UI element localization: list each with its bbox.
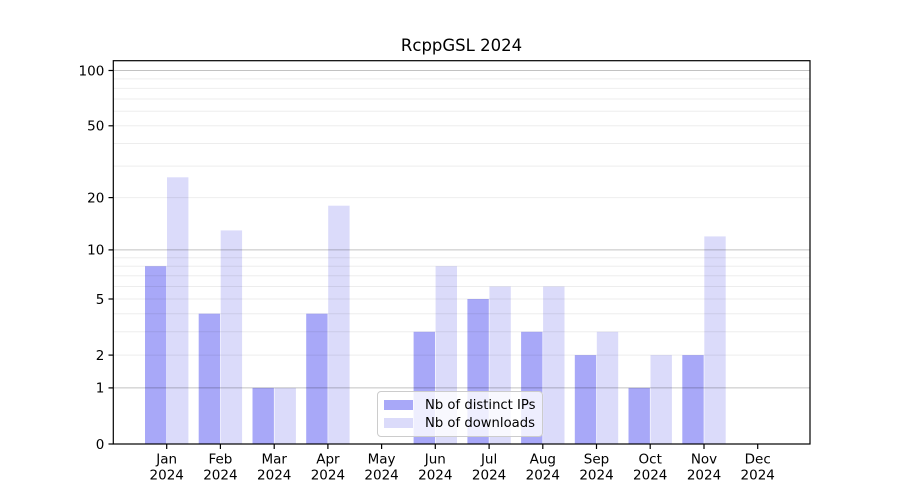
bar-ips-jan <box>145 266 167 444</box>
x-tick-label-month-apr: Apr <box>316 452 340 468</box>
bar-downloads-nov <box>704 236 726 444</box>
x-tick-label-year-jun: 2024 <box>418 468 452 484</box>
bar-ips-apr <box>306 313 328 444</box>
bar-ips-feb <box>198 313 221 444</box>
bar-ips-sep <box>574 355 597 444</box>
x-tick-label-year-aug: 2024 <box>526 468 560 484</box>
x-tick-label-month-may: May <box>368 452 396 468</box>
legend-swatch-downloads <box>384 417 413 429</box>
x-tick-label-month-feb: Feb <box>208 452 232 468</box>
x-tick-label-year-may: 2024 <box>364 468 398 484</box>
legend: Nb of distinct IPs Nb of downloads <box>377 391 543 437</box>
legend-swatch-distinct-ips <box>384 399 413 411</box>
bar-downloads-mar <box>274 387 296 444</box>
x-tick-label-month-jan: Jan <box>155 452 177 468</box>
legend-item-downloads: Nb of downloads <box>384 414 536 432</box>
bar-downloads-aug <box>543 286 565 444</box>
x-tick-label-year-apr: 2024 <box>311 468 345 484</box>
bar-downloads-oct <box>650 355 672 444</box>
y-tick-label-20: 20 <box>87 190 104 206</box>
x-tick-label-month-sep: Sep <box>584 452 609 468</box>
bar-downloads-feb <box>220 230 243 444</box>
y-tick-label-100: 100 <box>79 63 105 79</box>
x-tick-label-year-oct: 2024 <box>633 468 667 484</box>
x-tick-label-year-mar: 2024 <box>257 468 291 484</box>
x-tick-label-year-jul: 2024 <box>472 468 506 484</box>
bar-ips-nov <box>682 355 704 444</box>
chart-title: RcppGSL 2024 <box>400 36 523 55</box>
x-tick-label-month-mar: Mar <box>261 452 287 468</box>
y-tick-label-2: 2 <box>96 348 105 364</box>
x-tick-label-month-nov: Nov <box>691 452 717 468</box>
y-tick-label-5: 5 <box>96 292 105 308</box>
x-tick-label-month-oct: Oct <box>639 452 662 468</box>
x-tick-label-year-sep: 2024 <box>579 468 613 484</box>
x-tick-label-year-jan: 2024 <box>150 468 184 484</box>
bar-downloads-sep <box>596 331 619 444</box>
x-tick-label-month-dec: Dec <box>745 452 771 468</box>
y-tick-label-10: 10 <box>87 243 104 259</box>
legend-label-downloads: Nb of downloads <box>425 415 535 431</box>
y-tick-label-1: 1 <box>96 381 105 397</box>
y-tick-label-0: 0 <box>96 437 105 453</box>
legend-item-distinct-ips: Nb of distinct IPs <box>384 396 536 414</box>
plot-border <box>112 60 811 445</box>
x-tick-label-month-jul: Jul <box>480 452 497 468</box>
x-tick-label-year-feb: 2024 <box>203 468 237 484</box>
legend-label-distinct-ips: Nb of distinct IPs <box>425 397 536 413</box>
bar-downloads-jan <box>167 177 189 445</box>
x-tick-label-year-dec: 2024 <box>741 468 775 484</box>
bar-ips-oct <box>628 387 650 444</box>
x-tick-label-month-jun: Jun <box>424 452 446 468</box>
x-tick-label-year-nov: 2024 <box>687 468 721 484</box>
bar-ips-mar <box>252 387 274 444</box>
y-tick-label-50: 50 <box>87 119 104 135</box>
x-tick-label-month-aug: Aug <box>530 452 556 468</box>
bar-downloads-apr <box>328 205 350 444</box>
